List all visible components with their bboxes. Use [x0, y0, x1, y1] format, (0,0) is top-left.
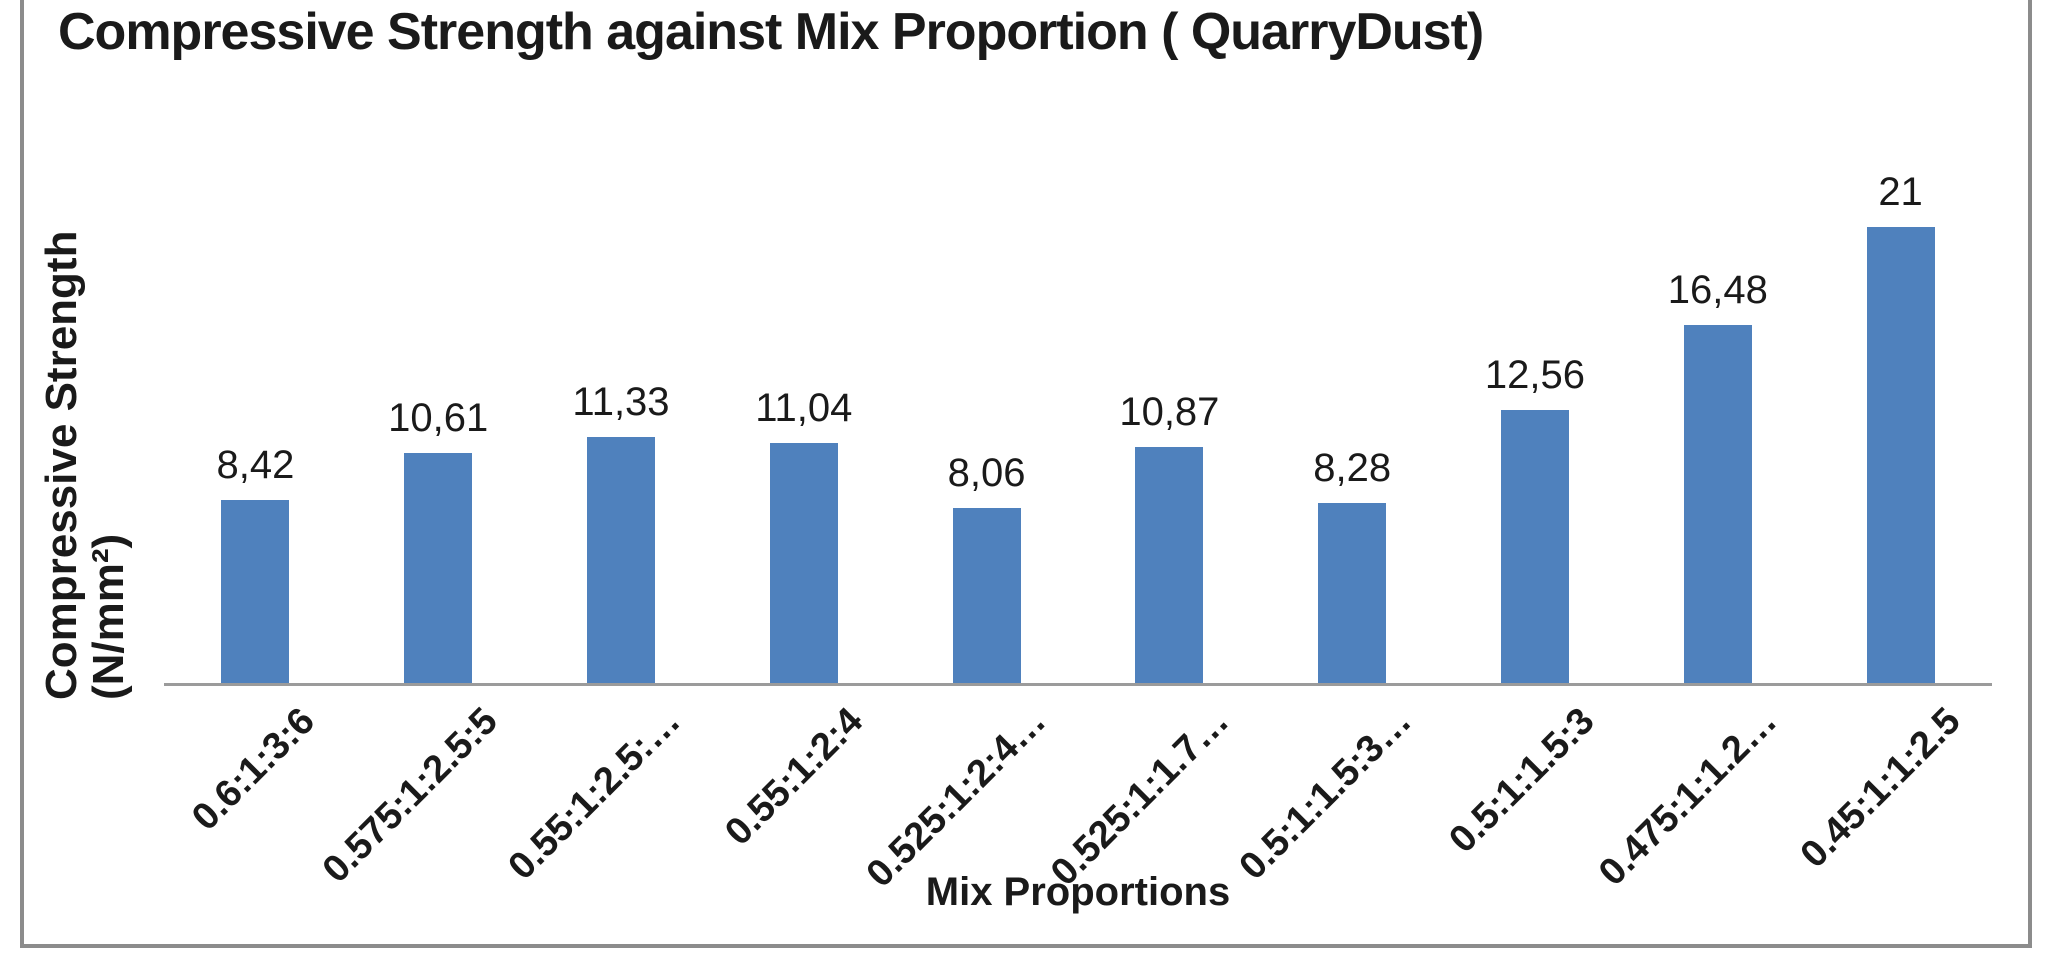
bar-group: 8,06 [895, 150, 1078, 683]
bar-group: 11,33 [530, 150, 713, 683]
x-tick-label: 0.45:1:1:2.5 [1792, 700, 1969, 877]
bar [404, 452, 473, 683]
y-axis-title: Compressive Strength (N/mm²) [37, 140, 134, 700]
bar-group: 11,04 [712, 150, 895, 683]
bar-value-label: 8,28 [1313, 446, 1392, 491]
x-tick-label: 0.55:1:2.5:… [500, 700, 689, 889]
bar [586, 436, 655, 683]
bar [1500, 410, 1569, 683]
bar-value-label: 11,33 [572, 379, 670, 424]
chart-frame: Compressive Strength against Mix Proport… [20, 0, 2032, 948]
bar-group: 21 [1809, 150, 1992, 683]
bar-group: 12,56 [1444, 150, 1627, 683]
bar-value-label: 12,56 [1484, 353, 1586, 398]
bar-group: 8,28 [1261, 150, 1444, 683]
x-tick-label: 0.525:1:1.7… [1043, 700, 1238, 895]
x-tick-label: 0.5:1:1.5:3… [1231, 700, 1420, 889]
bar-value-label: 21 [1878, 170, 1923, 214]
x-tick-label: 0.575:1:2.5:5 [314, 700, 506, 892]
bar-value-label: 10,87 [1119, 389, 1220, 434]
bar-group: 8,42 [164, 150, 347, 683]
bar [221, 500, 290, 683]
bar-value-label: 10,61 [388, 395, 489, 440]
bar [1683, 325, 1752, 683]
bar-group: 16,48 [1626, 150, 1809, 683]
bar-value-label: 16,48 [1667, 268, 1768, 313]
bar-group: 10,87 [1078, 150, 1261, 683]
x-axis-title: Mix Proportions [925, 870, 1231, 914]
bar-group: 10,61 [347, 150, 530, 683]
bar [1318, 503, 1387, 683]
x-tick-label: 0.55:1:2:4 [717, 700, 872, 854]
bar-value-label: 11,04 [755, 386, 853, 431]
x-tick-label: 0.6:1:3:6 [184, 700, 324, 839]
bar-value-label: 8,06 [947, 450, 1026, 495]
bar [769, 443, 838, 683]
y-axis-title-line2: (N/mm²) [84, 533, 134, 700]
bar [1866, 227, 1935, 683]
plot-area: 8,42 10,61 11,33 11,04 8,06 10,87 8,28 12,56 16,… [164, 150, 1992, 686]
x-tick-label: 0.475:1:1.2… [1591, 700, 1786, 895]
bar-value-label: 8,42 [216, 443, 295, 488]
y-axis-title-line1: Compressive Strength [37, 230, 86, 700]
bar [1135, 446, 1204, 683]
x-tick-label: 0.525:1:2:4… [858, 700, 1055, 896]
bar [952, 507, 1021, 683]
chart-title: Compressive Strength against Mix Proport… [58, 3, 1484, 61]
x-tick-label: 0.5:1:1.5:3 [1441, 700, 1603, 862]
